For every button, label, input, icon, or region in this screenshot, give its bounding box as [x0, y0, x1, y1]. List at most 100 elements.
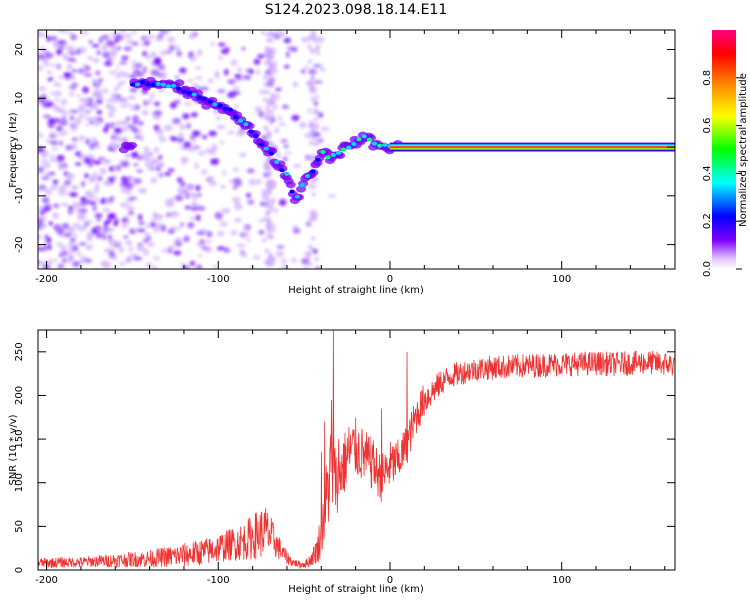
spectrogram-noise-blob — [147, 34, 156, 39]
spectrogram-noise-blob — [194, 162, 199, 170]
spectrogram-ridge-core — [248, 129, 254, 134]
spectrogram-noise-blob — [284, 151, 293, 155]
spectrogram-noise-blob — [145, 262, 153, 267]
spectrogram-noise-blob — [89, 192, 95, 199]
spectrogram-noise-blob — [40, 216, 47, 221]
spectrogram-noise-blob — [98, 37, 103, 44]
spectrogram-noise-blob — [66, 45, 75, 53]
spectrogram-noise-blob — [145, 223, 152, 228]
spectrogram-noise-blob — [310, 214, 315, 219]
spectrogram-noise-blob — [269, 109, 274, 114]
spectrogram-noise-blob — [58, 165, 65, 171]
spectrogram-noise-blob — [78, 113, 86, 119]
spectrogram-noise-blob — [91, 44, 100, 48]
spectrogram-noise-blob — [71, 143, 78, 150]
spectrogram-noise-blob — [313, 110, 318, 115]
spectrogram-ridge — [118, 76, 675, 205]
spectrogram-noise-blob — [267, 229, 272, 234]
spectrogram-noise-blob — [128, 196, 137, 201]
spectrogram-noise-blob — [117, 240, 122, 246]
spectrogram-noise-blob — [221, 170, 227, 176]
spectrogram-noise-blob — [112, 165, 118, 171]
colorbar-tick-label: 0.6 — [702, 118, 713, 134]
spectrogram-noise-blob — [83, 157, 91, 164]
spectrogram-noise-blob — [56, 241, 63, 248]
spectrogram-ridge-core — [325, 155, 331, 160]
spectrogram-noise-blob — [220, 48, 229, 55]
spectrogram-noise-blob — [189, 135, 196, 140]
spectrogram-noise-blob — [310, 247, 315, 252]
spectrogram-noise-blob — [191, 112, 198, 117]
spectrogram-noise-blob — [153, 146, 160, 153]
spectrogram-noise-blob — [264, 60, 269, 65]
x-tick-label: 0 — [387, 274, 393, 285]
spectrogram-noise-blob — [62, 130, 68, 135]
spectrogram-noise-blob — [94, 196, 99, 202]
spectrogram-noise-blob — [125, 39, 135, 44]
spectrogram-noise-blob — [197, 240, 202, 248]
spectrogram-noise-blob — [41, 152, 47, 159]
spectrogram-noise-blob — [38, 146, 46, 154]
spectrogram-noise-blob — [231, 196, 241, 202]
spectrogram-noise-blob — [283, 37, 292, 44]
spectrogram-noise-blob — [234, 73, 242, 80]
spectrogram-noise-blob — [44, 62, 50, 67]
spectrogram-noise-blob — [129, 126, 138, 132]
spectrogram-noise-blob — [308, 123, 313, 128]
spectrogram-noise-blob — [232, 86, 241, 90]
spectrogram-noise-blob — [45, 52, 53, 59]
spectrogram-noise-blob — [60, 98, 68, 106]
spectrogram-noise-blob — [282, 156, 288, 162]
spectrogram-noise-blob — [269, 205, 274, 210]
spectrogram-noise-blob — [38, 188, 45, 192]
spectrogram-noise-blob — [68, 205, 74, 211]
spectrogram-noise-blob — [121, 223, 129, 229]
spectrogram-noise-blob — [46, 35, 51, 42]
spectrogram-noise-blob — [66, 226, 76, 234]
spectrogram-noise-blob — [115, 66, 120, 70]
spectrogram-noise-blob — [292, 163, 302, 168]
spectrogram-noise-blob — [108, 239, 116, 247]
spectrogram-noise-blob — [104, 200, 111, 204]
spectrogram-noise-blob — [138, 220, 145, 226]
spectrogram-noise-blob — [72, 201, 82, 206]
spectrogram-noise-blob — [152, 59, 162, 66]
spectrogram-ridge-core — [346, 145, 352, 150]
spectrogram-ridge-core — [371, 141, 378, 146]
spectrogram-noise-blob — [177, 132, 184, 139]
spectrogram-noise-blob — [54, 90, 62, 97]
spectrogram-noise-blob — [67, 31, 74, 36]
spectrogram-noise-blob — [65, 144, 73, 151]
spectrogram-noise-blob — [280, 139, 288, 143]
spectrogram-noise-blob — [267, 190, 272, 195]
y-tick-label: -10 — [14, 188, 25, 204]
spectrogram-noise-blob — [275, 87, 282, 92]
spectrogram-ridge-core — [253, 134, 259, 139]
spectrogram-noise-blob — [181, 158, 186, 165]
spectrogram-noise-blob — [301, 257, 310, 265]
spectrogram-noise-blob — [85, 116, 92, 121]
spectrogram-ridge-core — [284, 171, 290, 176]
spectrogram-noise-blob — [201, 134, 207, 140]
spectrogram-noise-blob — [271, 198, 276, 203]
figure-title: S124.2023.098.18.14.E11 — [265, 2, 448, 18]
spectrogram-noise-blob — [298, 121, 307, 129]
spectrogram-noise-blob — [124, 103, 132, 107]
spectrogram-noise-blob — [248, 178, 256, 186]
spectrogram-noise-blob — [57, 76, 65, 80]
spectrogram-noise-blob — [227, 79, 236, 85]
spectrogram-noise-blob — [190, 202, 198, 208]
spectrogram-noise-blob — [150, 51, 157, 58]
spectrogram-noise-blob — [304, 65, 309, 70]
spectrogram-noise-blob — [198, 253, 203, 258]
spectrogram-noise-blob — [124, 220, 131, 225]
spectrogram-ridge-blob — [174, 79, 185, 87]
spectrogram-noise-blob — [252, 255, 261, 260]
spectrogram-noise-blob — [206, 230, 213, 238]
spectrogram-noise-blob — [306, 254, 311, 259]
spectrogram-noise-blob — [61, 257, 68, 263]
spectrogram-noise-blob — [114, 37, 119, 44]
spectrogram-noise-blob — [281, 104, 290, 110]
spectrogram-noise-blob — [308, 244, 313, 249]
spectrogram-noise-blob — [38, 246, 44, 252]
